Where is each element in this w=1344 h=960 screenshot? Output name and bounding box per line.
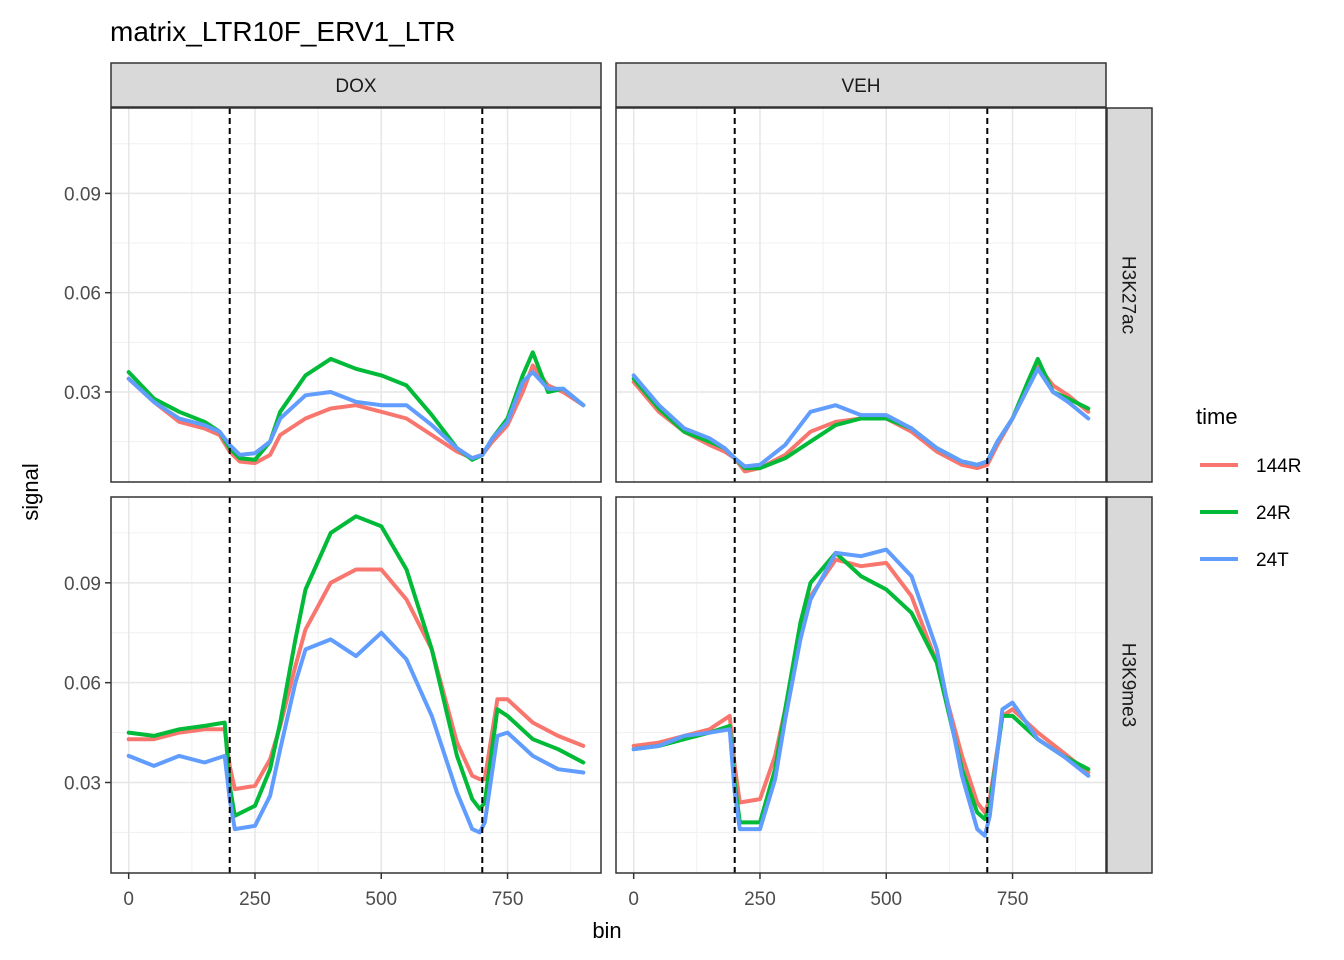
y-tick-label: 0.03 <box>64 773 101 794</box>
y-tick-label: 0.03 <box>64 383 101 404</box>
x-tick-label: 500 <box>870 889 902 910</box>
series-line-24t <box>126 370 586 461</box>
legend-label: 24T <box>1256 550 1289 571</box>
x-tick-label: 0 <box>628 889 639 910</box>
series-line-24t <box>631 366 1091 469</box>
y-tick-label: 0.09 <box>64 574 101 595</box>
x-tick-label: 250 <box>239 889 271 910</box>
legend-entry-24t: 24T <box>1200 550 1289 571</box>
panels <box>110 107 1107 874</box>
legend: time 144R 24R 24T <box>1196 404 1301 571</box>
x-tick-label: 250 <box>744 889 776 910</box>
strip-h3k27ac: H3K27ac <box>1106 107 1153 483</box>
series-line-24t <box>126 630 586 835</box>
panel-background <box>111 497 601 873</box>
x-tick-label: 500 <box>365 889 397 910</box>
strip-h3k9me3: H3K9me3 <box>1106 496 1153 874</box>
panel-border <box>110 496 602 874</box>
strip-label: H3K27ac <box>1118 256 1139 334</box>
strip-label: DOX <box>335 76 377 97</box>
panel-veh-h3k9me3 <box>615 496 1107 874</box>
x-tick-label: 0 <box>123 889 134 910</box>
axes: 0 250 500 750 0 250 500 750 0.03 0.06 0.09 0.03 0.06… <box>64 184 1028 910</box>
panel-background <box>616 497 1106 873</box>
panel-border <box>615 107 1107 483</box>
strip-background <box>615 62 1107 108</box>
chart-title: matrix_LTR10F_ERV1_LTR <box>110 16 455 47</box>
strip-veh: VEH <box>615 62 1107 108</box>
strip-label: VEH <box>841 76 880 97</box>
strip-background <box>1106 496 1153 874</box>
facet-strips: DOX VEH H3K27ac H3K9me3 <box>110 62 1153 874</box>
legend-label: 144R <box>1256 456 1301 477</box>
y-axis-label: signal <box>18 463 43 520</box>
y-tick-label: 0.06 <box>64 674 101 695</box>
strip-label: H3K9me3 <box>1118 643 1139 728</box>
strip-background <box>1106 107 1153 483</box>
legend-entry-24r: 24R <box>1200 503 1291 524</box>
x-tick-label: 750 <box>997 889 1029 910</box>
y-tick-label: 0.06 <box>64 284 101 305</box>
legend-title: time <box>1196 404 1238 429</box>
strip-dox: DOX <box>110 62 602 108</box>
y-tick-label: 0.09 <box>64 184 101 205</box>
legend-entry-144r: 144R <box>1200 456 1301 477</box>
legend-label: 24R <box>1256 503 1291 524</box>
panel-background <box>111 108 601 482</box>
panel-border <box>110 107 602 483</box>
panel-background <box>616 108 1106 482</box>
legend-entries: 144R 24R 24T <box>1200 456 1301 571</box>
x-axis-label: bin <box>592 918 621 943</box>
series-line-24t <box>631 547 1091 838</box>
series-line-24r <box>126 514 586 818</box>
panel-dox-h3k9me3 <box>110 496 602 874</box>
strip-background <box>110 62 602 108</box>
x-tick-label: 750 <box>492 889 524 910</box>
panel-dox-h3k27ac <box>110 107 602 483</box>
panel-border <box>615 496 1107 874</box>
panel-veh-h3k27ac <box>615 107 1107 483</box>
